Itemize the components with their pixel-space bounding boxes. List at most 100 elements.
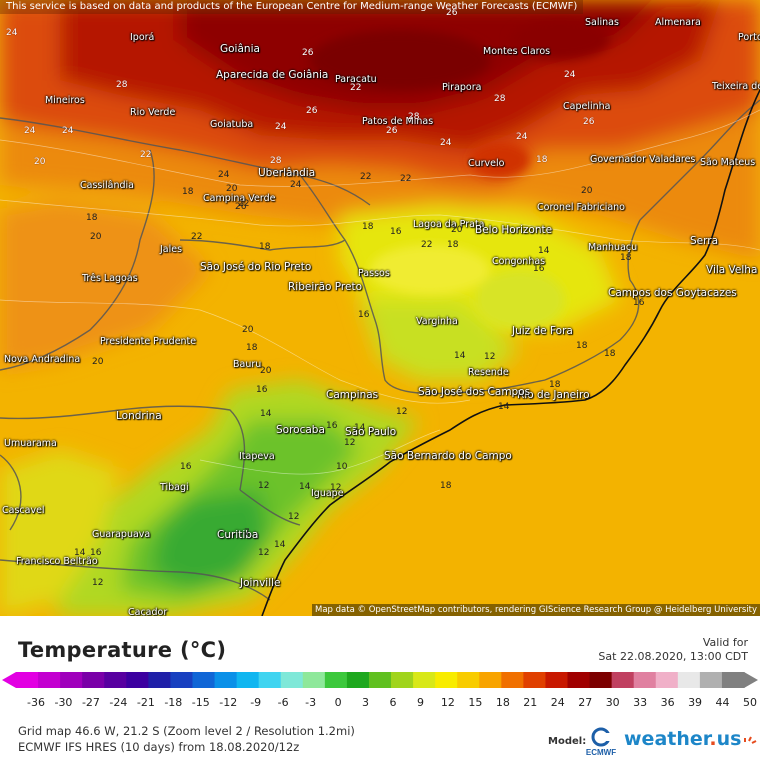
city-label: Itapeva xyxy=(239,451,275,462)
city-label: Campos dos Goytacazes xyxy=(608,287,737,299)
scale-tick-label: 3 xyxy=(362,696,370,709)
scale-tick-label: 27 xyxy=(578,696,593,709)
scale-tick-label: -15 xyxy=(191,696,210,709)
scale-tick-label: 50 xyxy=(743,696,757,709)
city-label: Mineiros xyxy=(45,95,85,106)
scale-swatch xyxy=(633,672,657,688)
scale-swatch xyxy=(148,672,172,688)
scale-swatch xyxy=(655,672,679,688)
city-label: Manhuaçu xyxy=(588,242,638,253)
isoline-value: 7 xyxy=(244,528,250,538)
scale-tick-label: 21 xyxy=(523,696,538,709)
scale-arrow-right xyxy=(744,672,758,688)
isoline-value: 22 xyxy=(421,240,433,250)
city-label: Campina Verde xyxy=(203,193,276,204)
city-label: Nova Andradina xyxy=(4,354,81,365)
isoline-value: 12 xyxy=(92,578,104,588)
city-label: Cascavel xyxy=(2,505,45,516)
legend-title: Temperature (°C) xyxy=(18,638,227,662)
scale-swatch xyxy=(677,672,701,688)
isoline-value: 18 xyxy=(246,343,258,353)
wu-tld: us xyxy=(716,728,742,750)
isoline-value: 12 xyxy=(344,438,356,448)
city-label: Pirapora xyxy=(442,82,482,93)
scale-tick-label: 9 xyxy=(416,696,424,709)
isoline-value: 18 xyxy=(549,380,561,390)
isoline-value: 18 xyxy=(362,222,374,232)
isoline-value: 18 xyxy=(447,240,459,250)
city-label: Juiz de Fora xyxy=(512,325,573,337)
isoline-value: 18 xyxy=(536,155,548,165)
scale-tick-label: 39 xyxy=(688,696,703,709)
city-label: Paracatu xyxy=(335,74,377,85)
city-label: Patos de Minas xyxy=(362,116,434,127)
city-label: São Paulo xyxy=(345,426,397,438)
scale-swatch xyxy=(16,672,39,688)
city-label: Uberlândia xyxy=(258,167,316,179)
wu-main: weather xyxy=(624,728,710,750)
valid-label: Valid for xyxy=(702,636,748,649)
scale-tick-label: -30 xyxy=(54,696,73,709)
isoline-value: 16 xyxy=(358,310,370,320)
isoline-value: 24 xyxy=(516,132,528,142)
model-label: Model: xyxy=(548,736,587,747)
city-label: Guarapuava xyxy=(92,529,151,540)
isoline-value: 24 xyxy=(564,70,576,80)
city-label: Francisco Beltrão xyxy=(16,556,98,567)
isoline-value: 20 xyxy=(92,357,104,367)
city-label: Londrina xyxy=(116,410,162,422)
isoline-value: 26 xyxy=(235,202,247,212)
scale-swatch xyxy=(104,672,127,688)
ecmwf-logo-icon: ECMWF xyxy=(586,727,616,757)
temperature-map[interactable]: This service is based on data and produc… xyxy=(0,0,760,616)
city-label: Varginha xyxy=(416,316,458,327)
isoline-value: 16 xyxy=(533,264,545,274)
map-attribution[interactable]: Map data © OpenStreetMap contributors, r… xyxy=(312,604,760,616)
isoline-value: 14 xyxy=(74,548,86,558)
isoline-value: 20 xyxy=(581,186,593,196)
weather-us-logo[interactable]: weather.us xyxy=(624,728,758,750)
city-label: Congonhas xyxy=(492,256,546,267)
city-label: Iporá xyxy=(130,32,155,43)
isoline-value: 18 xyxy=(440,481,452,491)
scale-swatch xyxy=(280,672,304,688)
isoline-value: 22 xyxy=(238,199,250,209)
city-label: Teixeira de Freitas xyxy=(712,81,760,92)
isoline-value: 14 xyxy=(274,540,286,550)
ecmwf-logo-text: ECMWF xyxy=(586,748,616,757)
scale-swatch xyxy=(170,672,194,688)
city-label: Passos xyxy=(358,268,390,279)
isoline-value: 26 xyxy=(302,48,314,58)
city-label: Lagoa da Prata xyxy=(413,219,485,230)
isoline-value: 18 xyxy=(86,213,98,223)
scale-swatch xyxy=(391,672,414,688)
isoline-value: 26 xyxy=(583,117,595,127)
isoline-value: 24 xyxy=(218,170,230,180)
isoline-value: 22 xyxy=(360,172,372,182)
scale-tick-label: 44 xyxy=(715,696,730,709)
isoline-value: 22 xyxy=(350,83,362,93)
city-label: Bauru xyxy=(233,359,262,370)
city-label: Aparecida de Goiânia xyxy=(216,69,329,81)
scale-swatch xyxy=(567,672,591,688)
scale-swatch xyxy=(479,672,502,688)
city-label: Jales xyxy=(160,244,183,255)
grid-info: Grid map 46.6 W, 21.2 S (Zoom level 2 / … xyxy=(18,724,355,738)
city-label: Salinas xyxy=(585,17,619,28)
isoline-value: 24 xyxy=(290,180,302,190)
city-label: Goiânia xyxy=(220,43,260,55)
scale-tick-label: -18 xyxy=(164,696,183,709)
isoline-value: 18 xyxy=(576,341,588,351)
isoline-value: 26 xyxy=(446,8,458,18)
scale-swatch xyxy=(82,672,105,688)
city-label: Governador Valadares xyxy=(590,154,696,165)
city-label: Iguape xyxy=(311,488,344,499)
scale-swatch xyxy=(413,672,436,688)
isoline-value: 12 xyxy=(258,481,270,491)
scale-swatch xyxy=(611,672,635,688)
city-label: Resende xyxy=(468,367,509,378)
isoline-value: 20 xyxy=(90,232,102,242)
city-label: Coronel Fabriciano xyxy=(537,202,625,213)
scale-tick-label: 12 xyxy=(440,696,455,709)
scale-tick-label: -27 xyxy=(81,696,100,709)
